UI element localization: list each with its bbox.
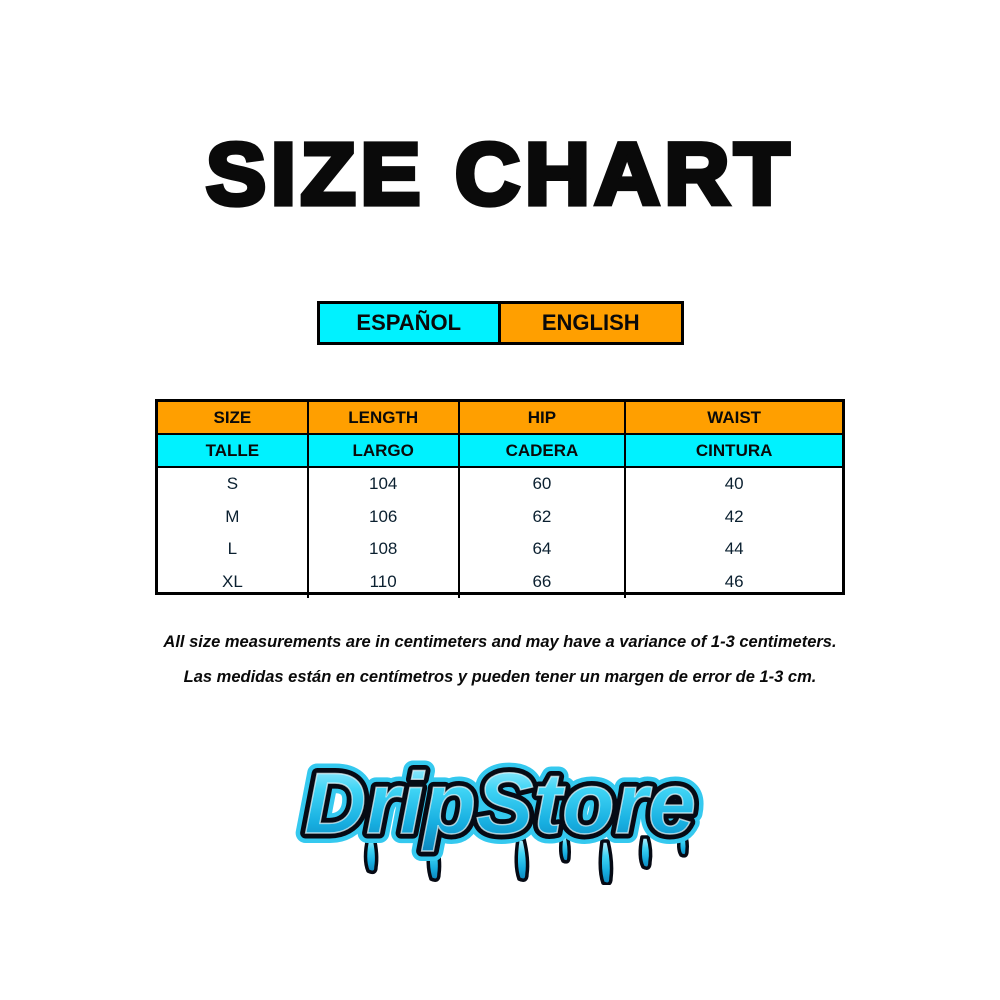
- svg-text:DripStore: DripStore: [304, 756, 696, 852]
